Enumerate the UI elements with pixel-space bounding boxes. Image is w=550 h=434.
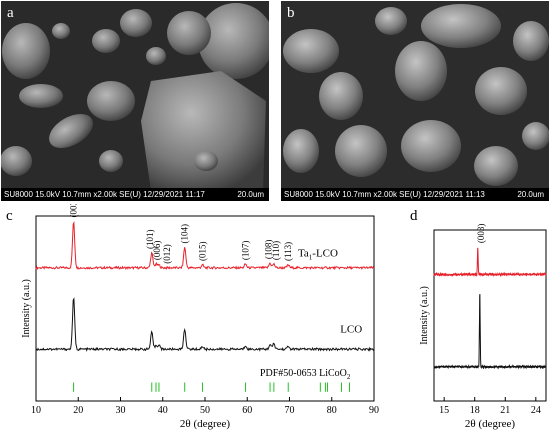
peak-label: (015) <box>197 242 207 262</box>
series-label-rest: -LCO <box>312 248 338 260</box>
x-tick-label-c: 60 <box>242 405 252 416</box>
peak-label: (012) <box>162 244 172 263</box>
plot-frame-d <box>433 229 547 402</box>
panel-letter-b: b <box>287 5 295 21</box>
peak-label: (101) <box>145 230 155 250</box>
x-tick-label-c: 40 <box>158 405 168 416</box>
x-tick-label-c: 30 <box>116 405 126 416</box>
peak-label: (006) <box>152 241 162 261</box>
sem-info-bar-b: SU8000 15.0kV 10.7mm x2.00k SE(U) 12/29/… <box>281 188 549 201</box>
peak-label: (110) <box>271 241 281 260</box>
peak-label: (003) <box>476 224 486 244</box>
sem-micrograph-a <box>1 1 269 201</box>
sem-info-a: SU8000 15.0kV 10.7mm x2.00k SE(U) 12/29/… <box>4 190 205 199</box>
peak-label: (003) <box>69 204 79 218</box>
series-line-lco <box>433 294 547 370</box>
peak-label: (104) <box>180 224 190 244</box>
sem-info-b: SU8000 15.0kV 10.7mm x2.00k SE(U) 12/29/… <box>284 190 485 199</box>
panel-letter-c: c <box>6 208 13 224</box>
x-axis-label-d: 2θ (degree) <box>465 418 515 430</box>
x-tick-label-c: 50 <box>200 405 210 416</box>
sem-image-b: b SU8000 15.0kV 10.7mm x2.00k SE(U) 12/2… <box>281 1 549 201</box>
scale-label-b: 20.0um <box>517 190 544 199</box>
series-label: LCO <box>340 324 362 336</box>
scale-label-a: 20.0um <box>237 190 264 199</box>
reference-subscript: 2 <box>347 373 351 381</box>
xrd-chart-d: d 15 18 21 24 2θ (degree) Intensity (a.u.) (003… <box>410 208 547 430</box>
peak-label: (108) <box>263 240 273 259</box>
panel-letter-a: a <box>7 5 14 21</box>
peak-label: (113) <box>283 242 293 261</box>
sem-info-bar-a: SU8000 15.0kV 10.7mm x2.00k SE(U) 12/29/… <box>1 188 269 201</box>
reference-label: PDF#50-0653 LiCoO2 <box>260 368 351 381</box>
x-tick-label-c: 10 <box>31 405 41 416</box>
y-axis-label-d: Intensity (a.u.) <box>419 286 430 345</box>
panel-letter-d: d <box>410 208 418 224</box>
series-line-ta1-lco <box>35 220 375 271</box>
peak-label: (107) <box>241 241 251 261</box>
x-tick-label-c: 20 <box>73 405 83 416</box>
x-tick-label-c: 70 <box>285 405 295 416</box>
y-axis-label-c: Intensity (a.u.) <box>21 279 32 338</box>
series-label-subscript: 1 <box>309 254 313 262</box>
series-line-lco <box>35 297 375 352</box>
x-tick-label-d: 15 <box>439 405 449 416</box>
x-tick-label-c: 80 <box>327 405 337 416</box>
x-tick-label-d: 18 <box>470 405 480 416</box>
x-tick-label-d: 24 <box>531 405 541 416</box>
x-tick-label-c: 90 <box>369 405 379 416</box>
sem-micrograph-b <box>281 1 549 201</box>
xrd-chart-c: c 10 20 30 40 50 60 70 80 90 2θ (degree) Intensity … <box>6 204 379 430</box>
series-label: Ta1-LCO <box>298 248 338 262</box>
x-tick-label-d: 21 <box>500 405 510 416</box>
sem-image-a: a SU8000 15.0kV 10.7mm x2.00k SE(U) 12/2… <box>1 1 269 201</box>
x-axis-label-c: 2θ (degree) <box>180 418 230 430</box>
series-line-ta1-lco <box>433 247 547 278</box>
